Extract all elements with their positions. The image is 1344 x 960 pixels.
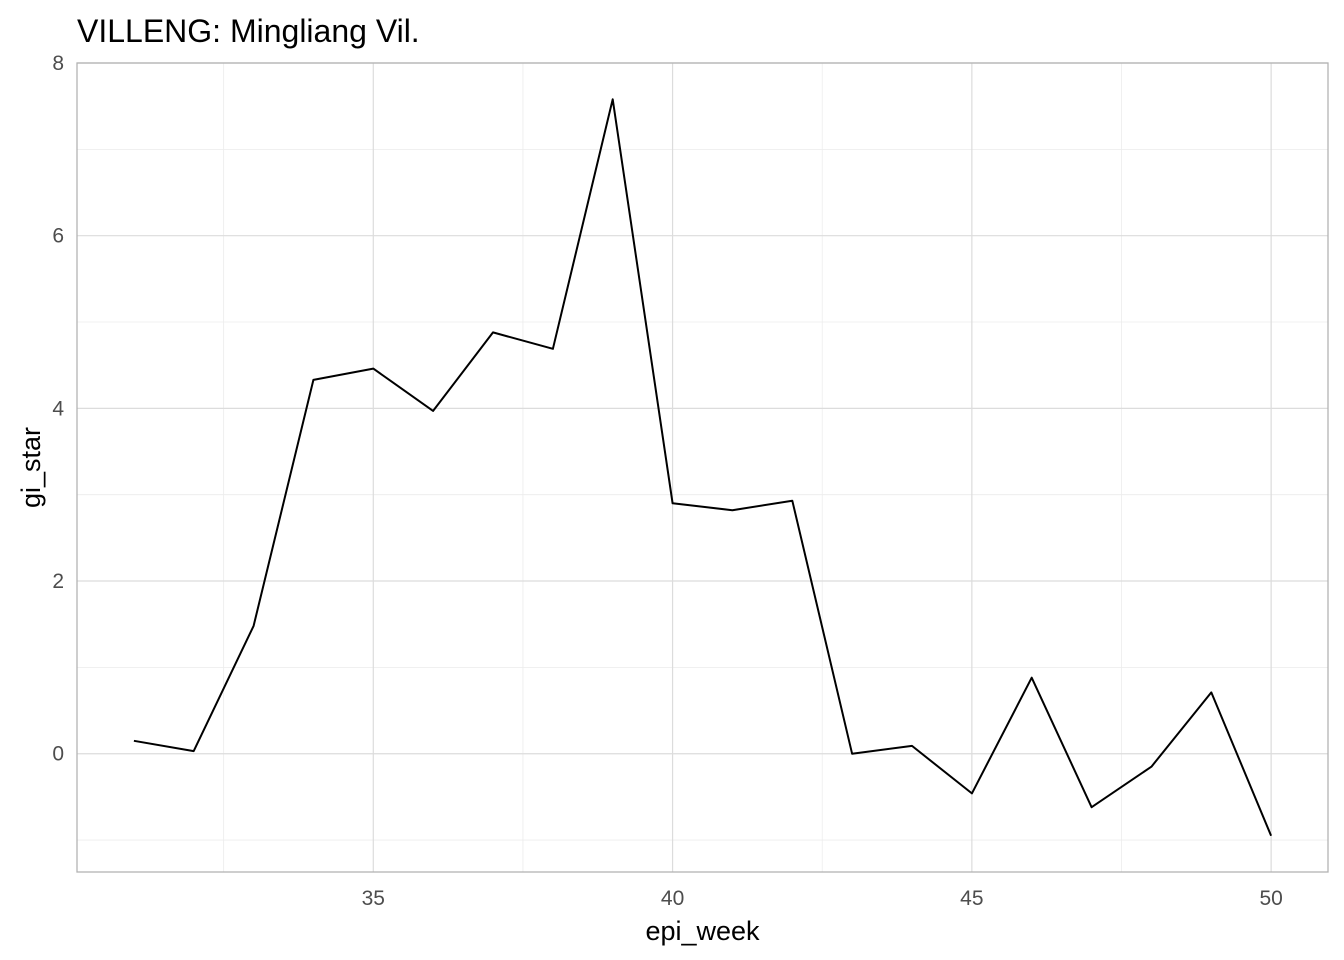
x-axis-title: epi_week xyxy=(645,916,760,946)
x-tick-label: 50 xyxy=(1259,887,1282,910)
y-tick-label: 2 xyxy=(52,570,64,593)
y-tick-label: 6 xyxy=(52,225,64,248)
y-axis-title: gi_star xyxy=(16,427,46,508)
x-tick-label: 35 xyxy=(362,887,385,910)
y-tick-label: 8 xyxy=(52,52,64,75)
x-axis-ticks: 35 40 45 50 xyxy=(362,887,1283,910)
plot-panel-border xyxy=(76,62,1329,873)
minor-gridlines xyxy=(77,63,1328,872)
x-tick-label: 40 xyxy=(661,887,684,910)
x-tick-label: 45 xyxy=(960,887,983,910)
y-tick-label: 4 xyxy=(52,397,64,420)
series-line xyxy=(133,98,1273,837)
y-axis-ticks: 0 2 4 6 8 xyxy=(52,52,64,766)
major-gridlines xyxy=(77,62,1328,872)
chart-title: VILLENG: Mingliang Vil. xyxy=(77,13,420,49)
y-tick-label: 0 xyxy=(52,743,64,766)
